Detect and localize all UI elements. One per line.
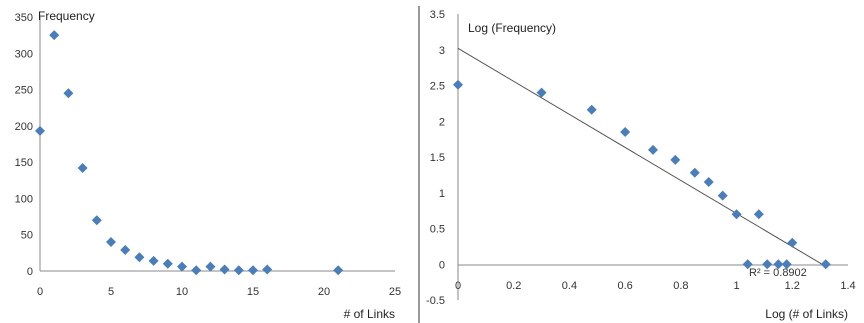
trendline bbox=[457, 47, 826, 267]
y-tick-label: 1.5 bbox=[430, 152, 445, 164]
y-tick-label: 1 bbox=[439, 188, 445, 200]
data-point bbox=[148, 255, 159, 266]
data-point bbox=[717, 190, 728, 201]
x-tick-label: 5 bbox=[108, 286, 114, 298]
data-point bbox=[49, 30, 60, 41]
x-tick-label: 0.2 bbox=[506, 280, 521, 292]
right-x-axis-title: Log (# of Links) bbox=[765, 307, 848, 321]
right-x-tick-labels: 0 0.2 0.4 0.6 0.8 1 1.2 1.4 bbox=[455, 280, 856, 292]
data-point bbox=[177, 261, 187, 272]
x-tick-label: 1.2 bbox=[785, 280, 800, 292]
data-point bbox=[689, 167, 700, 178]
right-chart: -0.5 0 0.5 1 1.5 2 2.5 3 3.5 0 0.2 0.4 0.6 0.8 1 1.2 1.… bbox=[426, 9, 856, 321]
y-tick-label: -0.5 bbox=[426, 295, 445, 307]
data-point bbox=[219, 264, 230, 275]
data-point bbox=[162, 258, 173, 269]
left-y-tick-labels: 0 50 100 150 200 250 300 350 bbox=[15, 12, 33, 278]
data-point bbox=[648, 144, 658, 155]
y-tick-label: 100 bbox=[15, 193, 33, 205]
data-point bbox=[205, 261, 216, 272]
y-tick-label: 3 bbox=[439, 45, 445, 57]
data-point bbox=[781, 259, 792, 270]
y-tick-label: 0.5 bbox=[430, 224, 445, 236]
data-point bbox=[703, 177, 714, 188]
data-point bbox=[820, 259, 831, 270]
x-tick-label: 10 bbox=[176, 286, 188, 298]
data-point bbox=[762, 259, 773, 270]
x-tick-label: 20 bbox=[318, 286, 330, 298]
data-point bbox=[586, 104, 597, 115]
data-point bbox=[77, 162, 88, 173]
y-tick-label: 300 bbox=[15, 48, 33, 60]
data-point bbox=[753, 209, 764, 220]
r-squared-label: R² = 0.8902 bbox=[749, 267, 807, 279]
y-tick-label: 200 bbox=[15, 121, 33, 133]
right-y-tick-labels: -0.5 0 0.5 1 1.5 2 2.5 3 3.5 bbox=[426, 9, 445, 307]
y-tick-label: 350 bbox=[15, 12, 33, 24]
x-tick-label: 15 bbox=[247, 286, 259, 298]
data-point bbox=[742, 259, 753, 270]
left-data-points bbox=[35, 30, 344, 276]
x-tick-label: 25 bbox=[389, 286, 401, 298]
data-point bbox=[91, 215, 102, 226]
x-tick-label: 0 bbox=[37, 286, 43, 298]
x-tick-label: 0.8 bbox=[673, 280, 688, 292]
data-point bbox=[134, 252, 145, 263]
data-point bbox=[106, 236, 116, 247]
y-tick-label: 150 bbox=[15, 157, 33, 169]
data-point bbox=[620, 126, 631, 137]
data-point bbox=[35, 125, 45, 136]
left-x-axis-title: # of Links bbox=[344, 307, 395, 321]
y-tick-label: 0 bbox=[439, 259, 445, 271]
y-tick-label: 50 bbox=[21, 230, 33, 242]
left-chart: 0 50 100 150 200 250 300 350 0 5 10 15 20 25 Frequen… bbox=[15, 9, 401, 321]
x-tick-label: 1.4 bbox=[840, 280, 855, 292]
data-point bbox=[536, 87, 547, 98]
data-point bbox=[333, 265, 344, 276]
y-tick-label: 2.5 bbox=[430, 81, 445, 93]
data-point bbox=[453, 79, 463, 90]
y-tick-label: 2 bbox=[439, 116, 445, 128]
left-y-axis-title: Frequency bbox=[38, 9, 95, 23]
data-point bbox=[63, 88, 74, 99]
data-point bbox=[773, 259, 784, 270]
left-x-tick-labels: 0 5 10 15 20 25 bbox=[37, 286, 401, 298]
data-point bbox=[191, 265, 202, 276]
x-tick-label: 0.6 bbox=[617, 280, 632, 292]
data-point bbox=[670, 154, 681, 165]
right-data-points bbox=[453, 79, 831, 270]
data-point bbox=[120, 244, 131, 255]
data-point bbox=[262, 264, 273, 275]
data-point bbox=[787, 237, 798, 248]
x-tick-label: 0.4 bbox=[562, 280, 577, 292]
data-point bbox=[233, 265, 244, 276]
data-point bbox=[248, 265, 258, 276]
right-y-axis-title: Log (Frequency) bbox=[468, 21, 556, 35]
x-tick-label: 1 bbox=[734, 280, 740, 292]
x-tick-label: 0 bbox=[455, 280, 461, 292]
data-point bbox=[731, 209, 742, 220]
y-tick-label: 250 bbox=[15, 85, 33, 97]
y-tick-label: 3.5 bbox=[430, 9, 445, 21]
y-tick-label: 0 bbox=[27, 266, 33, 278]
